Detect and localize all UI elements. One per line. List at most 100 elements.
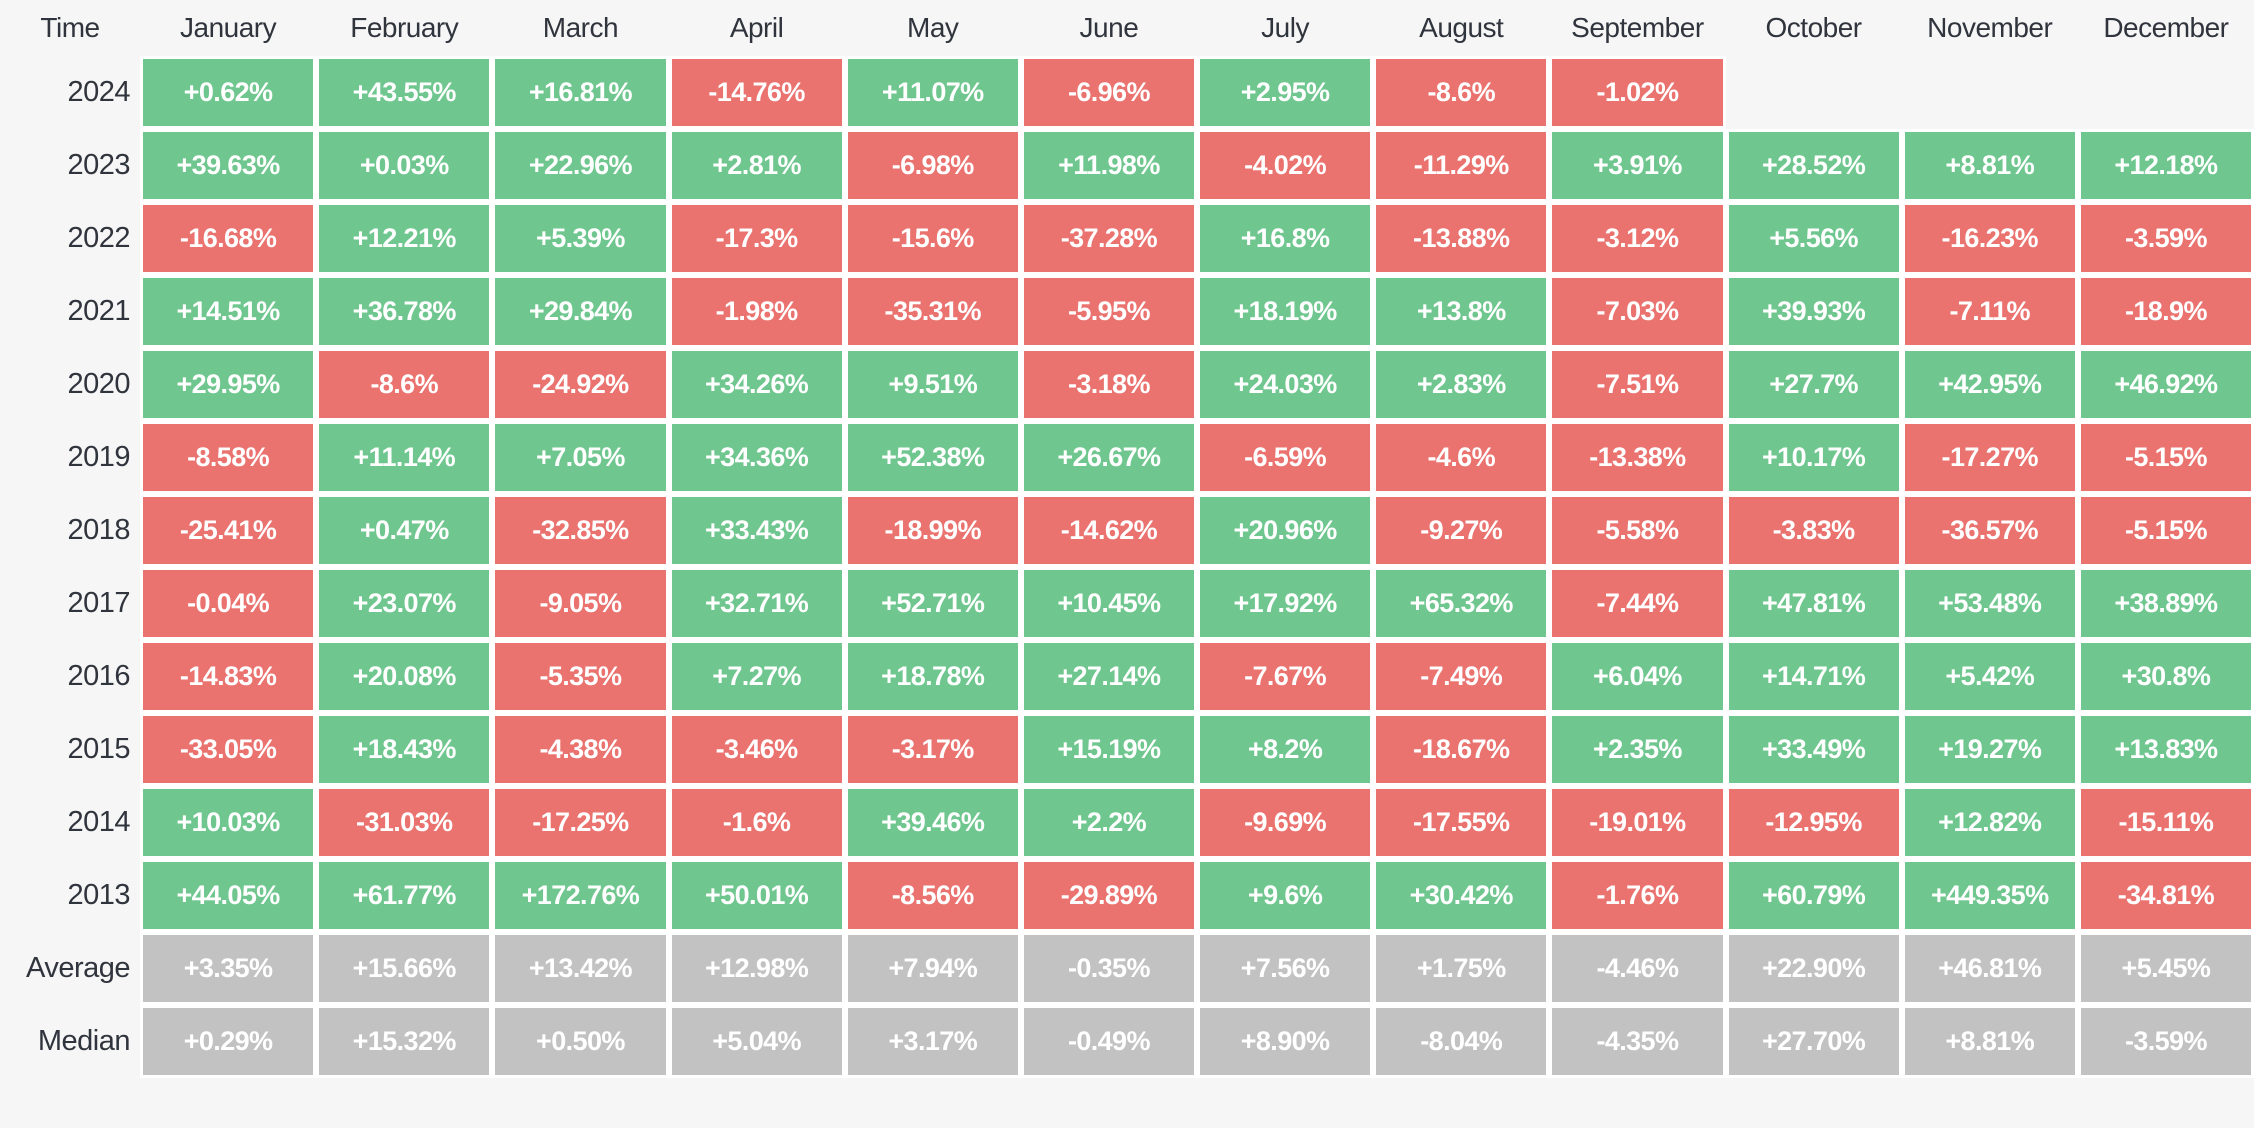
column-header-april: April <box>729 12 784 43</box>
return-cell-2017-june: +10.45% <box>1020 567 1197 640</box>
return-cell-2015-september: +2.35% <box>1549 713 1726 786</box>
return-cell-average-june: -0.35% <box>1020 932 1197 1005</box>
return-cell-2020-may: +9.51% <box>844 348 1021 421</box>
return-cell-2016-december: +30.8% <box>2077 640 2254 713</box>
row-label-2023: 2023 <box>67 149 130 181</box>
return-cell-2013-january: +44.05% <box>140 859 317 932</box>
return-cell-2022-february: +12.21% <box>316 202 493 275</box>
return-cell-average-february: +15.66% <box>316 932 493 1005</box>
return-cell-2018-july: +20.96% <box>1197 494 1374 567</box>
column-header-february: February <box>350 12 459 43</box>
return-cell-2017-december: +38.89% <box>2077 567 2254 640</box>
return-cell-median-september: -4.35% <box>1549 1005 1726 1078</box>
return-cell-2018-november: -36.57% <box>1901 494 2078 567</box>
return-cell-median-july: +8.90% <box>1197 1005 1374 1078</box>
return-cell-2016-may: +18.78% <box>844 640 1021 713</box>
return-cell-2015-december: +13.83% <box>2077 713 2254 786</box>
time-column-header: Time <box>40 12 100 43</box>
return-cell-2022-december: -3.59% <box>2077 202 2254 275</box>
return-cell-2020-june: -3.18% <box>1020 348 1197 421</box>
return-cell-median-november: +8.81% <box>1901 1005 2078 1078</box>
return-cell-average-august: +1.75% <box>1373 932 1550 1005</box>
return-cell-2021-january: +14.51% <box>140 275 317 348</box>
return-cell-2020-september: -7.51% <box>1549 348 1726 421</box>
return-cell-2024-june: -6.96% <box>1020 56 1197 129</box>
return-cell-2017-september: -7.44% <box>1549 567 1726 640</box>
return-cell-2023-december: +12.18% <box>2077 129 2254 202</box>
return-cell-average-march: +13.42% <box>492 932 669 1005</box>
return-cell-2015-february: +18.43% <box>316 713 493 786</box>
return-cell-2015-may: -3.17% <box>844 713 1021 786</box>
return-cell-median-december: -3.59% <box>2077 1005 2254 1078</box>
return-cell-2024-august: -8.6% <box>1373 56 1550 129</box>
return-cell-2019-april: +34.36% <box>668 421 845 494</box>
return-cell-2023-may: -6.98% <box>844 129 1021 202</box>
row-label-2018: 2018 <box>67 514 130 546</box>
return-cell-2020-march: -24.92% <box>492 348 669 421</box>
return-cell-2017-february: +23.07% <box>316 567 493 640</box>
return-cell-2018-march: -32.85% <box>492 494 669 567</box>
return-cell-2015-november: +19.27% <box>1901 713 2078 786</box>
return-cell-2024-july: +2.95% <box>1197 56 1374 129</box>
return-cell-2022-september: -3.12% <box>1549 202 1726 275</box>
return-cell-2015-july: +8.2% <box>1197 713 1374 786</box>
return-cell-2014-january: +10.03% <box>140 786 317 859</box>
return-cell-2013-december: -34.81% <box>2077 859 2254 932</box>
return-cell-2014-december: -15.11% <box>2077 786 2254 859</box>
return-cell-2021-october: +39.93% <box>1725 275 1902 348</box>
return-cell-median-august: -8.04% <box>1373 1005 1550 1078</box>
return-cell-2016-november: +5.42% <box>1901 640 2078 713</box>
return-cell-2019-february: +11.14% <box>316 421 493 494</box>
return-cell-2023-september: +3.91% <box>1549 129 1726 202</box>
column-header-august: August <box>1419 12 1504 43</box>
row-label-2017: 2017 <box>67 587 130 619</box>
returns-grid: Time January February March April May June July… <box>26 12 2254 1078</box>
return-cell-2017-may: +52.71% <box>844 567 1021 640</box>
return-cell-2024-april: -14.76% <box>668 56 845 129</box>
row-label-2015: 2015 <box>67 733 130 765</box>
return-cell-2024-november <box>1902 56 2078 129</box>
return-cell-2019-october: +10.17% <box>1725 421 1902 494</box>
return-cell-2023-april: +2.81% <box>668 129 845 202</box>
return-cell-2016-october: +14.71% <box>1725 640 1902 713</box>
return-cell-2020-november: +42.95% <box>1901 348 2078 421</box>
return-cell-2018-january: -25.41% <box>140 494 317 567</box>
return-cell-2016-january: -14.83% <box>140 640 317 713</box>
return-cell-2015-august: -18.67% <box>1373 713 1550 786</box>
return-cell-median-january: +0.29% <box>140 1005 317 1078</box>
return-cell-2019-september: -13.38% <box>1549 421 1726 494</box>
return-cell-2023-june: +11.98% <box>1020 129 1197 202</box>
return-cell-2013-july: +9.6% <box>1197 859 1374 932</box>
return-cell-2017-november: +53.48% <box>1901 567 2078 640</box>
row-label-2024: 2024 <box>67 76 130 108</box>
return-cell-2023-march: +22.96% <box>492 129 669 202</box>
return-cell-2015-june: +15.19% <box>1020 713 1197 786</box>
return-cell-2020-april: +34.26% <box>668 348 845 421</box>
return-cell-2022-april: -17.3% <box>668 202 845 275</box>
column-header-december: December <box>2103 12 2229 43</box>
return-cell-2019-august: -4.6% <box>1373 421 1550 494</box>
row-label-median: Median <box>37 1025 131 1057</box>
return-cell-2016-september: +6.04% <box>1549 640 1726 713</box>
return-cell-2024-january: +0.62% <box>140 56 317 129</box>
row-label-2022: 2022 <box>67 222 130 254</box>
return-cell-2013-june: -29.89% <box>1020 859 1197 932</box>
return-cell-2018-february: +0.47% <box>316 494 493 567</box>
return-cell-2017-march: -9.05% <box>492 567 669 640</box>
return-cell-2016-june: +27.14% <box>1020 640 1197 713</box>
return-cell-2014-april: -1.6% <box>668 786 845 859</box>
column-header-november: November <box>1927 12 2053 43</box>
return-cell-2017-april: +32.71% <box>668 567 845 640</box>
return-cell-2015-march: -4.38% <box>492 713 669 786</box>
return-cell-2014-september: -19.01% <box>1549 786 1726 859</box>
return-cell-2021-may: -35.31% <box>844 275 1021 348</box>
return-cell-2021-september: -7.03% <box>1549 275 1726 348</box>
return-cell-2020-july: +24.03% <box>1197 348 1374 421</box>
return-cell-2022-november: -16.23% <box>1901 202 2078 275</box>
return-cell-average-july: +7.56% <box>1197 932 1374 1005</box>
return-cell-2018-june: -14.62% <box>1020 494 1197 567</box>
return-cell-2016-february: +20.08% <box>316 640 493 713</box>
return-cell-2015-january: -33.05% <box>140 713 317 786</box>
return-cell-2013-november: +449.35% <box>1901 859 2078 932</box>
